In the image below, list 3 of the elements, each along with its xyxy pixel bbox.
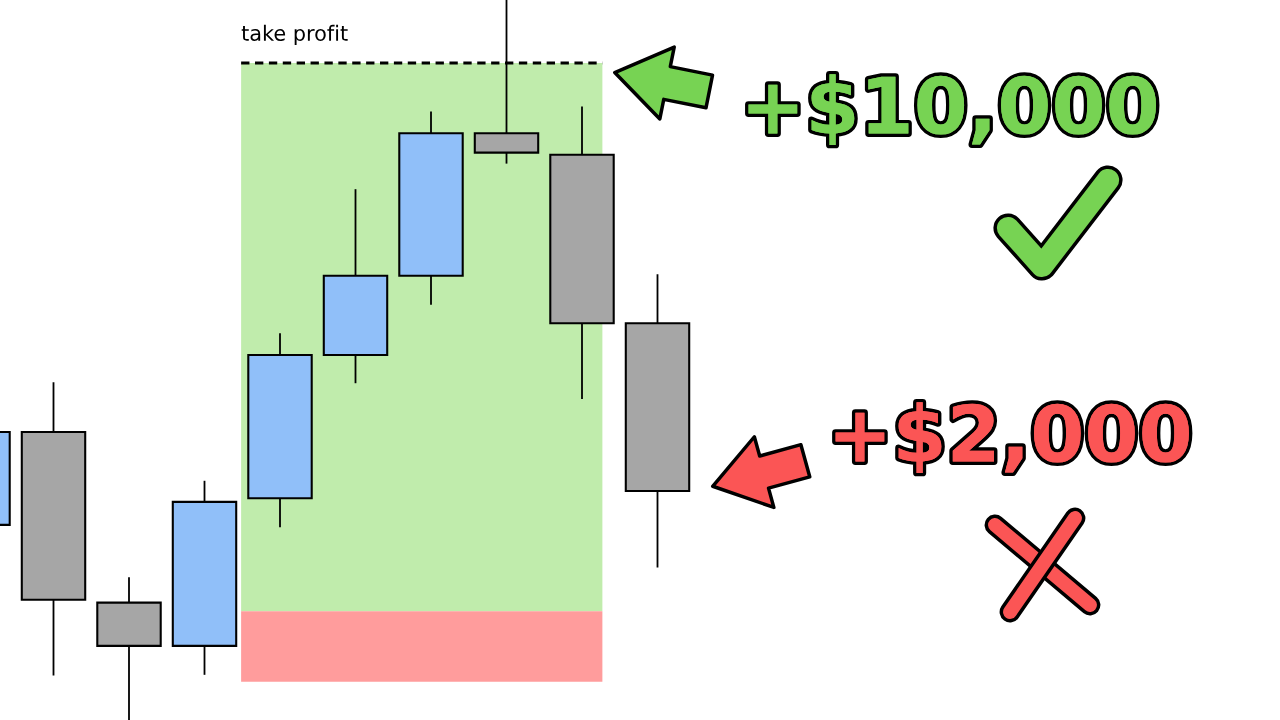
ref-line-label: take profit bbox=[241, 24, 348, 45]
text: +$2,000 bbox=[835, 402, 1189, 473]
text: +$10,000 bbox=[748, 74, 1156, 145]
